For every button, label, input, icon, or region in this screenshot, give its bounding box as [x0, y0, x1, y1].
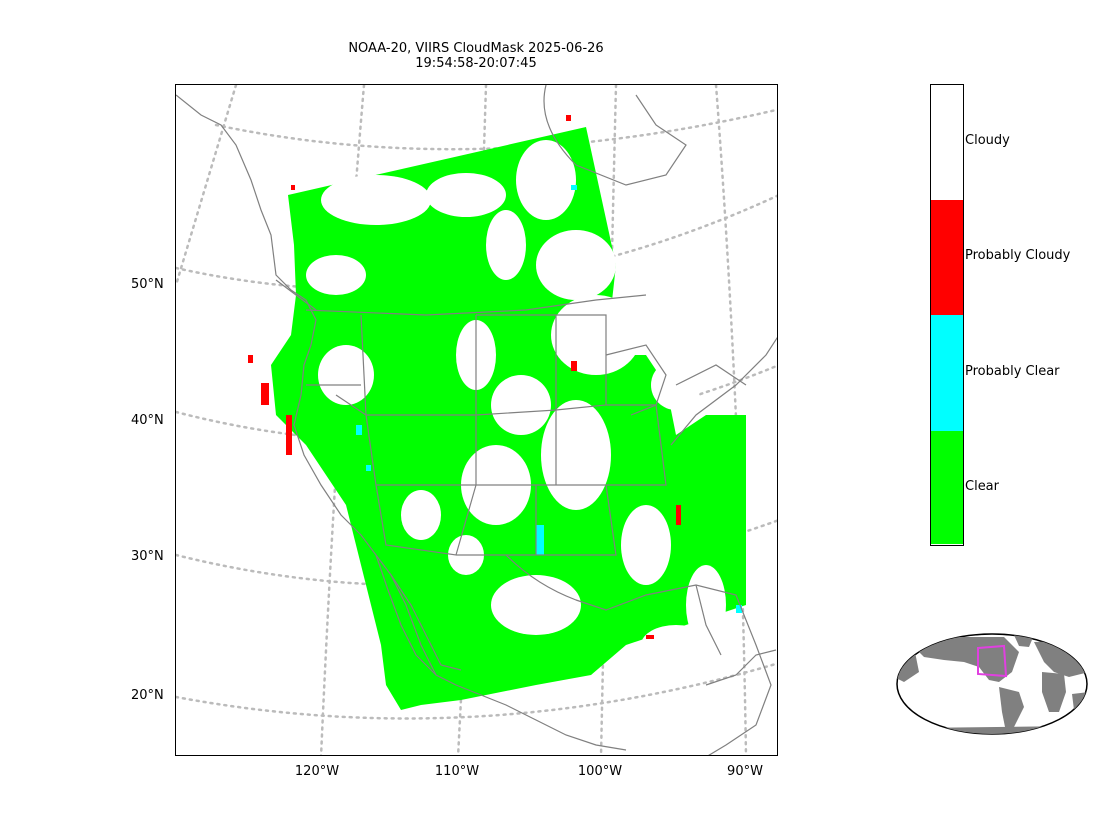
- colorbar: [930, 84, 964, 546]
- gulf-coastline: [505, 554, 772, 755]
- florida-coast: [695, 584, 722, 656]
- lat-label-40n: 40°N: [131, 413, 164, 428]
- chart-title-line1: NOAA-20, VIIRS CloudMask 2025-06-26: [348, 41, 604, 56]
- lat-label-30n: 30°N: [131, 549, 164, 564]
- swath-probably-clear-speckles: [356, 185, 742, 613]
- colorbar-label-cloudy: Cloudy: [965, 133, 1010, 148]
- coastlines-and-borders: [176, 85, 777, 755]
- colorbar-label-clear: Clear: [965, 479, 999, 494]
- graticule-lat-60n: [214, 108, 777, 151]
- map-canvas: [176, 85, 777, 755]
- inset-australia: [1072, 692, 1087, 710]
- inset-world-map: [896, 633, 1088, 735]
- inset-greenland: [1014, 635, 1034, 647]
- great-lakes: [605, 344, 747, 416]
- atlantic-coastline: [670, 336, 777, 446]
- colorbar-label-probably-clear: Probably Clear: [965, 364, 1060, 379]
- colorbar-segment-probably-cloudy: [931, 200, 963, 315]
- graticule-lat-20n: [176, 662, 777, 720]
- hudson-bay: [543, 85, 687, 186]
- inset-africa: [1042, 672, 1066, 712]
- pacific-coastline: [176, 94, 627, 751]
- swath-cloudy-patches: [306, 140, 726, 665]
- graticule-lon-90w: [714, 85, 748, 755]
- lon-label-100w: 100°W: [577, 764, 623, 779]
- inset-region-box: [977, 644, 1008, 678]
- inset-north-america: [914, 637, 1019, 682]
- vancouver-island: [275, 279, 317, 311]
- map-panel: [175, 84, 778, 756]
- cloud-mask-swath: [248, 115, 746, 710]
- lat-label-20n: 20°N: [131, 688, 164, 703]
- inset-south-america: [999, 687, 1024, 732]
- yucatan: [705, 649, 777, 686]
- colorbar-label-probably-cloudy: Probably Cloudy: [965, 248, 1071, 263]
- graticule-lon-130w: [176, 85, 238, 287]
- baja-peninsula: [375, 554, 462, 676]
- colorbar-segment-probably-clear: [931, 315, 963, 431]
- lon-label-90w: 90°W: [727, 764, 763, 779]
- lat-label-50n: 50°N: [131, 277, 164, 292]
- state-lines: [306, 314, 667, 556]
- colorbar-segment-clear: [931, 431, 963, 544]
- lon-label-110w: 110°W: [434, 764, 480, 779]
- chart-title-line2: 19:54:58-20:07:45: [415, 56, 537, 71]
- colorbar-segment-cloudy: [931, 85, 963, 200]
- swath-probably-cloudy-speckles: [248, 115, 681, 639]
- lon-label-120w: 120°W: [294, 764, 340, 779]
- us-canada-border: [305, 294, 647, 316]
